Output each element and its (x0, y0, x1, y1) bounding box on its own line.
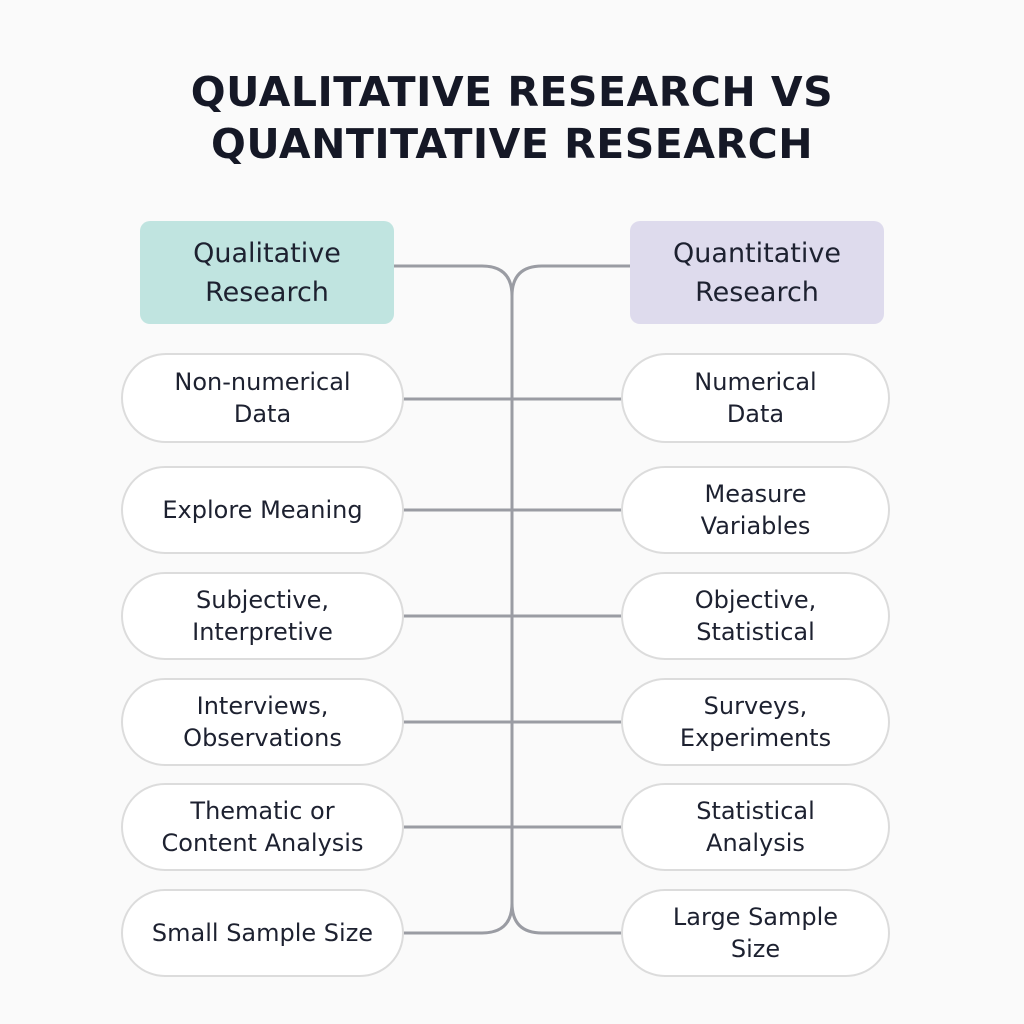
qualitative-item-thematic-content-analysis: Thematic or Content Analysis (121, 783, 404, 871)
quantitative-item-label: Measure Variables (700, 480, 811, 540)
qualitative-item-non-numerical-data: Non-numerical Data (121, 353, 404, 443)
connector-row-6-right (510, 901, 623, 935)
qualitative-item-small-sample-size: Small Sample Size (121, 889, 404, 977)
connector-quantitative-header (510, 264, 632, 298)
quantitative-item-surveys-experiments: Surveys, Experiments (621, 678, 890, 766)
quantitative-item-label: Large Sample Size (672, 903, 839, 963)
qualitative-item-label: Interviews, Observations (183, 692, 342, 752)
quantitative-item-label: Numerical Data (694, 368, 817, 428)
qualitative-item-label: Explore Meaning (162, 496, 363, 524)
quantitative-header-label: Quantitative Research (673, 237, 841, 308)
qualitative-item-label: Thematic or Content Analysis (161, 797, 364, 857)
title-line-2: QUANTITATIVE RESEARCH (210, 120, 814, 168)
qualitative-item-label: Subjective, Interpretive (192, 586, 333, 646)
quantitative-item-measure-variables: Measure Variables (621, 466, 890, 554)
connector-row-6-left (402, 901, 514, 935)
qualitative-item-explore-meaning: Explore Meaning (121, 466, 404, 554)
qualitative-item-interviews-observations: Interviews, Observations (121, 678, 404, 766)
quantitative-item-objective-statistical: Objective, Statistical (621, 572, 890, 660)
quantitative-item-statistical-analysis: Statistical Analysis (621, 783, 890, 871)
quantitative-item-label: Surveys, Experiments (679, 692, 832, 752)
qualitative-header-label: Qualitative Research (193, 237, 341, 308)
qualitative-item-label: Non-numerical Data (174, 368, 351, 428)
quantitative-item-label: Objective, Statistical (694, 586, 817, 646)
quantitative-item-large-sample-size: Large Sample Size (621, 889, 890, 977)
quantitative-item-label: Statistical Analysis (696, 797, 815, 857)
diagram-title: QUALITATIVE RESEARCH VS QUANTITATIVE RES… (0, 66, 1024, 170)
qualitative-header: Qualitative Research (140, 221, 394, 324)
quantitative-header: Quantitative Research (630, 221, 884, 324)
quantitative-item-numerical-data: Numerical Data (621, 353, 890, 443)
connector-qualitative-header (392, 264, 514, 298)
qualitative-item-label: Small Sample Size (151, 919, 374, 947)
qualitative-item-subjective-interpretive: Subjective, Interpretive (121, 572, 404, 660)
title-line-1: QUALITATIVE RESEARCH VS (190, 68, 834, 116)
